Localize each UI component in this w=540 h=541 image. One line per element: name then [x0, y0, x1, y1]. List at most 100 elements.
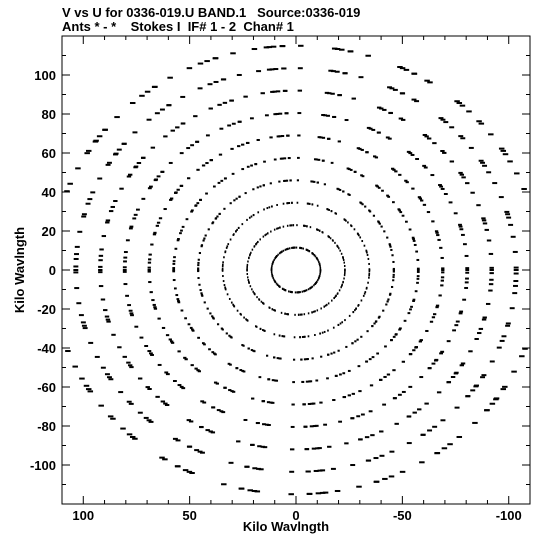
x-tick-label: 100 — [72, 508, 94, 523]
uv-point — [350, 464, 356, 467]
uv-point — [235, 367, 239, 370]
uv-point — [439, 185, 444, 188]
uv-point — [301, 335, 304, 338]
uv-point — [255, 243, 257, 246]
uv-point — [315, 158, 319, 161]
uv-point — [98, 271, 103, 274]
uv-point — [139, 336, 144, 339]
uv-point — [373, 457, 379, 460]
uv-point — [513, 266, 519, 269]
uv-point — [186, 470, 193, 473]
uv-point — [272, 90, 277, 93]
uv-point — [157, 317, 161, 320]
uv-point — [316, 181, 319, 184]
uv-point — [247, 489, 253, 492]
uv-point — [328, 69, 334, 72]
uv-point — [330, 210, 333, 213]
uv-point — [280, 311, 283, 314]
uv-point — [344, 271, 346, 274]
uv-point — [392, 273, 395, 276]
uv-point — [440, 187, 445, 190]
uv-point — [344, 119, 349, 122]
uv-point — [369, 384, 374, 387]
uv-point — [415, 250, 419, 253]
uv-point — [380, 225, 383, 228]
uv-point — [285, 179, 289, 182]
y-axis-label: Kilo Wavlngth — [12, 227, 27, 313]
uv-point — [165, 334, 170, 337]
uv-point — [278, 135, 282, 138]
uv-point — [101, 235, 107, 238]
uv-point — [271, 263, 274, 266]
uv-point — [326, 137, 331, 140]
uv-point — [315, 379, 319, 382]
uv-point — [456, 435, 463, 438]
uv-point — [203, 237, 206, 240]
uv-point — [230, 301, 233, 304]
uv-point — [272, 260, 275, 263]
uv-point — [237, 145, 241, 148]
uv-point — [65, 350, 71, 353]
x-axis-label: Kilo Wavlngth — [243, 519, 329, 534]
uv-point — [404, 179, 408, 182]
uv-point — [197, 270, 200, 273]
uv-point — [489, 360, 495, 363]
uv-point — [217, 181, 221, 184]
uv-point — [253, 350, 256, 353]
uv-point — [172, 260, 176, 263]
uv-point — [98, 254, 104, 257]
uv-point — [197, 370, 201, 373]
uv-point — [100, 298, 106, 301]
uv-point — [453, 212, 458, 215]
uv-point — [291, 403, 295, 406]
uv-point — [319, 273, 321, 276]
uv-point — [108, 378, 114, 381]
uv-point — [500, 149, 507, 152]
uv-point — [246, 268, 248, 271]
uv-point — [172, 437, 178, 440]
uv-point — [357, 365, 361, 368]
uv-point — [274, 280, 276, 283]
uv-point — [159, 456, 165, 459]
uv-point — [440, 350, 445, 353]
uv-point — [147, 269, 151, 271]
uv-point — [270, 90, 275, 93]
uv-point — [391, 254, 394, 257]
uv-point — [326, 377, 329, 380]
uv-point — [282, 249, 285, 252]
uv-point — [314, 283, 316, 286]
uv-point — [461, 176, 466, 179]
uv-point — [196, 202, 200, 205]
uv-point — [387, 86, 393, 89]
uv-point — [232, 303, 234, 306]
uv-point — [319, 136, 323, 139]
uv-point — [302, 224, 305, 227]
uv-point — [311, 180, 314, 183]
uv-point — [276, 227, 278, 230]
uv-point — [321, 159, 325, 162]
uv-point — [394, 333, 398, 336]
uv-point — [64, 190, 70, 193]
uv-point — [290, 291, 293, 294]
uv-point — [317, 469, 323, 472]
uv-point — [281, 67, 287, 70]
uv-point — [236, 440, 241, 443]
uv-point — [412, 238, 415, 241]
uv-point — [470, 191, 475, 194]
uv-point — [311, 311, 313, 314]
uv-point — [323, 183, 326, 186]
uv-point — [273, 333, 276, 336]
uv-point — [372, 214, 376, 217]
uv-point — [441, 267, 445, 270]
uv-point — [374, 320, 378, 323]
uv-point — [120, 427, 126, 430]
uv-point — [481, 217, 486, 220]
uv-point — [307, 249, 309, 252]
uv-point — [308, 250, 311, 253]
uv-point — [410, 153, 415, 156]
uv-point — [408, 385, 413, 388]
uv-point — [262, 235, 265, 238]
uv-point — [437, 238, 441, 241]
uv-point — [465, 271, 470, 274]
uv-point — [440, 118, 446, 121]
